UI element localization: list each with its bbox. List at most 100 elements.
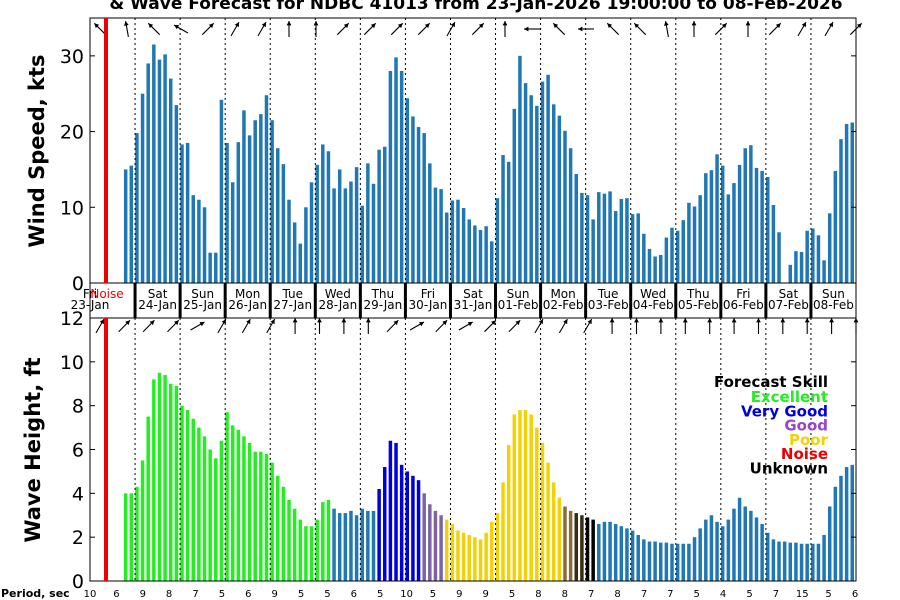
day-date-label: 07-Feb (768, 298, 809, 312)
wind-bar (692, 206, 697, 283)
wind-bar (490, 241, 494, 283)
wave-arrow-head (292, 318, 298, 323)
wind-bar (540, 81, 545, 283)
wind-bar (675, 230, 680, 283)
day-name-label: Thu (371, 287, 395, 301)
wave-bar (146, 416, 150, 582)
wave-bar (535, 427, 539, 581)
wind-bar (760, 170, 764, 283)
wind-bar (337, 169, 342, 283)
wind-y-ticks: 0 10 20 30 (60, 46, 856, 295)
wind-bar (388, 71, 393, 283)
wave-arrow-head (317, 318, 322, 323)
period-value: 9 (456, 589, 462, 600)
day-band-divider (223, 283, 227, 318)
wave-bar (259, 451, 263, 581)
wind-bar (225, 142, 229, 283)
period-value: 5 (694, 589, 700, 600)
wind-y-axis-label: Wind Speed, kts (25, 54, 49, 247)
wave-arrow-head (829, 318, 834, 323)
wind-arrow-head (553, 23, 559, 29)
wind-arrow-head (578, 26, 583, 32)
wave-bar (371, 510, 376, 581)
wave-bar (563, 506, 567, 581)
wave-bar (473, 537, 477, 581)
wave-bar (236, 429, 241, 581)
day-date-label: 04-Feb (633, 298, 674, 312)
wave-bar (270, 462, 274, 581)
day-date-label: 26-Jan (228, 298, 267, 312)
day-name-label: Sun (191, 287, 214, 301)
wind-arrow-head (174, 25, 180, 30)
period-value: 6 (245, 589, 251, 600)
wind-bar (613, 211, 618, 283)
wind-bar (506, 161, 511, 283)
wind-bar (394, 57, 398, 284)
wind-arrow-head (607, 23, 613, 29)
wave-y-axis-label: Wave Height, ft (21, 357, 45, 542)
wind-bar (433, 187, 438, 283)
wave-bar (642, 539, 646, 581)
wave-bar (484, 532, 488, 581)
wind-arrow-head (343, 23, 349, 29)
wind-bar (292, 222, 297, 283)
wave-bar (490, 521, 494, 582)
wind-bar (259, 114, 263, 283)
wind-arrow-head (208, 23, 214, 29)
wave-bar (602, 521, 607, 582)
wind-bar (146, 63, 150, 284)
wave-bar (850, 464, 854, 581)
period-value: 7 (588, 589, 594, 600)
wind-bar (349, 181, 353, 283)
wind-arrow-head (524, 26, 529, 32)
wave-ytick-label: 6 (72, 440, 84, 462)
wave-bar (647, 541, 652, 581)
wind-bar (681, 220, 686, 283)
wind-bar (157, 59, 162, 283)
wind-bar (208, 252, 212, 283)
period-value: 6 (351, 589, 357, 600)
wave-bar (529, 414, 533, 581)
noise-marker: Noise (90, 18, 124, 581)
wave-arrow-head (365, 318, 371, 323)
wind-bar (135, 133, 139, 283)
wave-bar (619, 526, 624, 581)
wave-bar (292, 508, 297, 582)
wind-bar (456, 199, 460, 283)
wave-bar (766, 532, 770, 581)
wave-bar (681, 543, 686, 581)
wave-arrow-head (731, 318, 737, 323)
period-value: 8 (614, 589, 620, 600)
wave-bar (692, 537, 697, 581)
period-value: 5 (324, 589, 330, 600)
wind-ytick-label: 10 (60, 197, 84, 219)
wave-bar (732, 508, 736, 582)
period-value: 8 (166, 589, 172, 600)
wave-bar (129, 493, 134, 581)
wave-bar (777, 541, 781, 581)
wind-bar (551, 104, 556, 283)
wave-ytick-label: 0 (72, 571, 84, 593)
wind-bar (591, 219, 595, 283)
wave-arrow-head (341, 318, 347, 323)
wave-bar (698, 528, 702, 581)
period-value: 7 (192, 589, 198, 600)
wind-arrow-head (94, 23, 100, 29)
day-band-divider (674, 283, 678, 318)
wave-bar (123, 493, 128, 581)
period-value: 6 (852, 589, 858, 600)
period-value: 8 (562, 589, 568, 600)
wave-arrow-head (780, 318, 786, 323)
wave-bar (551, 482, 556, 582)
wind-arrow-head (313, 21, 319, 26)
day-name-label: Wed (325, 287, 351, 301)
wind-bar (366, 163, 370, 283)
wind-bar (720, 165, 725, 283)
noise-line-wave (104, 318, 108, 581)
wind-bar (709, 170, 714, 283)
wave-bar (709, 515, 714, 581)
wind-bar (833, 170, 838, 283)
wave-arrow-head (634, 318, 639, 323)
wind-bar (687, 202, 691, 283)
